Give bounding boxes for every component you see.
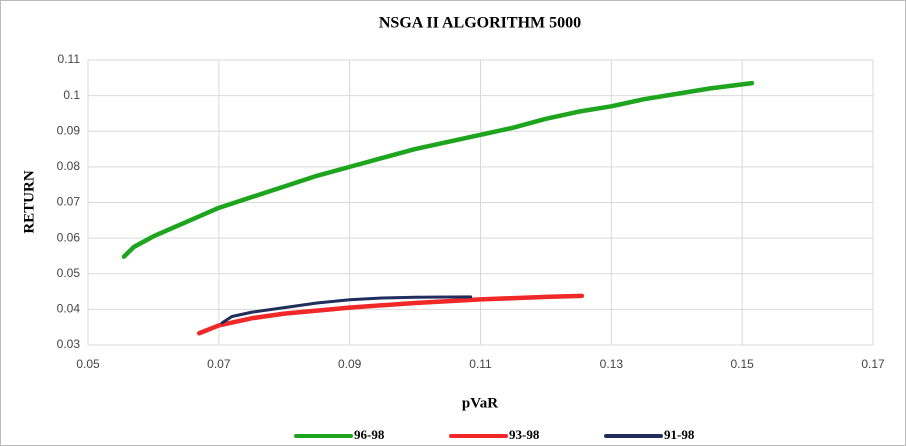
y-tick-label: 0.06 — [57, 230, 81, 244]
series-line — [121, 80, 755, 259]
y-tick-label: 0.09 — [57, 123, 81, 137]
y-tick-label: 0.04 — [57, 302, 81, 316]
x-axis-title: pVaR — [462, 395, 498, 411]
y-tick-label: 0.1 — [63, 88, 80, 102]
chart-title: NSGA II ALGORITHM 5000 — [379, 15, 581, 32]
legend-label: 93-98 — [509, 427, 540, 442]
y-tick-label: 0.03 — [57, 337, 81, 351]
y-tick-label: 0.11 — [58, 52, 81, 66]
x-tick-label: 0.17 — [861, 357, 885, 371]
x-tick-label: 0.15 — [730, 357, 754, 371]
legend-label: 91-98 — [664, 427, 695, 442]
y-axis-title: RETURN — [21, 170, 37, 234]
x-tick-label: 0.13 — [600, 357, 624, 371]
y-tick-label: 0.07 — [57, 195, 81, 209]
x-tick-label: 0.11 — [469, 357, 492, 371]
x-tick-label: 0.05 — [76, 357, 100, 371]
legend-label: 96-98 — [354, 427, 385, 442]
x-tick-label: 0.07 — [207, 357, 231, 371]
y-tick-label: 0.08 — [57, 159, 81, 173]
x-tick-label: 0.09 — [338, 357, 362, 371]
y-tick-label: 0.05 — [57, 266, 81, 280]
series-line — [196, 293, 585, 336]
series-line — [220, 295, 473, 325]
